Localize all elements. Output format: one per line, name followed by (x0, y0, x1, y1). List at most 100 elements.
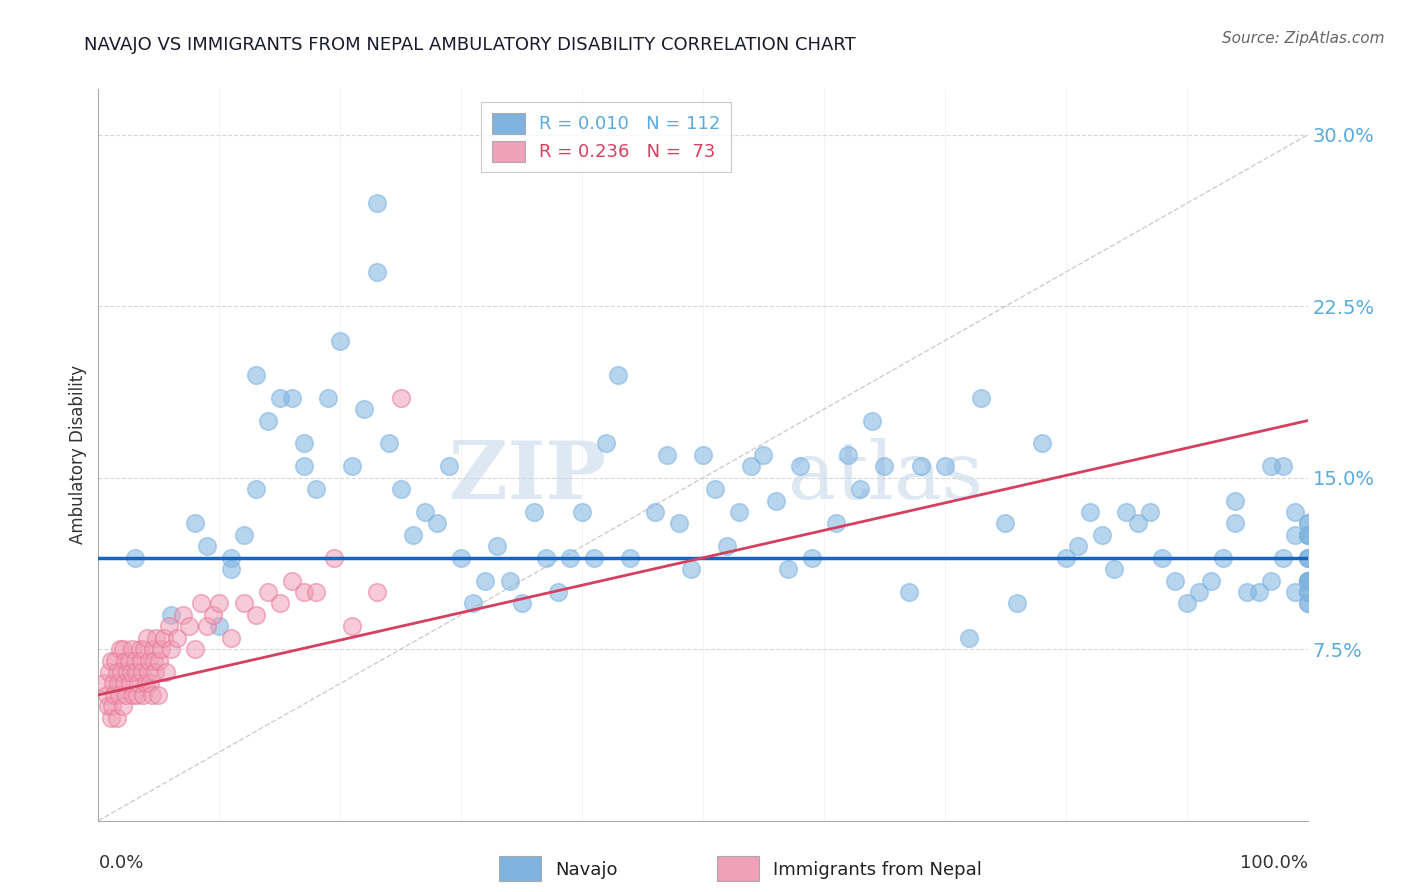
Point (150, 642, 173, 657)
Point (752, 448, 775, 462)
Point (1296, 574, 1319, 588)
Point (1102, 562, 1125, 576)
Point (120, 665, 142, 679)
Point (245, 482, 267, 496)
Point (463, 597, 485, 611)
Point (111, 642, 134, 657)
Point (98, 665, 121, 679)
Point (1296, 528, 1319, 542)
Point (366, 585, 388, 599)
Point (1284, 585, 1306, 599)
Point (607, 368, 630, 382)
Point (132, 688, 155, 702)
Point (135, 676, 157, 690)
Text: Immigrants from Nepal: Immigrants from Nepal (773, 861, 983, 879)
Point (1296, 516, 1319, 531)
Text: NAVAJO VS IMMIGRANTS FROM NEPAL AMBULATORY DISABILITY CORRELATION CHART: NAVAJO VS IMMIGRANTS FROM NEPAL AMBULATO… (84, 36, 856, 54)
Point (103, 688, 125, 702)
Point (100, 654, 122, 668)
Point (1296, 516, 1319, 531)
Point (426, 516, 449, 531)
Point (111, 699, 134, 714)
Point (619, 550, 641, 565)
Point (655, 448, 678, 462)
Point (143, 654, 166, 668)
Point (1296, 597, 1319, 611)
Point (245, 607, 267, 622)
Point (1272, 459, 1295, 474)
Point (789, 459, 811, 474)
Point (245, 368, 267, 382)
Point (143, 665, 166, 679)
Point (523, 505, 546, 519)
Point (994, 516, 1017, 531)
Point (679, 562, 702, 576)
Point (366, 265, 388, 279)
Point (934, 459, 956, 474)
Point (728, 505, 751, 519)
Point (121, 642, 143, 657)
Text: Source: ZipAtlas.com: Source: ZipAtlas.com (1222, 31, 1385, 46)
Text: 100.0%: 100.0% (1240, 854, 1308, 871)
Point (366, 196, 388, 211)
Point (316, 391, 339, 405)
Point (97, 699, 120, 714)
Point (1078, 505, 1101, 519)
Point (571, 505, 593, 519)
Point (305, 482, 328, 496)
Point (957, 631, 980, 645)
Point (1115, 505, 1137, 519)
Point (148, 654, 170, 668)
Point (129, 654, 152, 668)
Point (342, 459, 364, 474)
Point (377, 436, 399, 450)
Point (1199, 574, 1222, 588)
Point (1212, 550, 1234, 565)
Point (184, 642, 207, 657)
Point (437, 459, 460, 474)
Point (138, 654, 160, 668)
Point (342, 619, 364, 633)
Point (115, 688, 138, 702)
Point (402, 528, 425, 542)
Point (166, 631, 188, 645)
Point (1139, 505, 1161, 519)
Point (232, 597, 254, 611)
Point (1296, 574, 1319, 588)
Point (1260, 459, 1282, 474)
Point (644, 505, 666, 519)
Point (142, 642, 165, 657)
Point (558, 550, 581, 565)
Y-axis label: Ambulatory Disability: Ambulatory Disability (69, 366, 87, 544)
Point (124, 654, 146, 668)
Point (195, 539, 218, 553)
Point (100, 711, 122, 725)
Point (202, 607, 225, 622)
Point (1236, 585, 1258, 599)
Point (1296, 574, 1319, 588)
Point (1296, 528, 1319, 542)
Point (152, 631, 174, 645)
Point (970, 391, 993, 405)
Point (221, 562, 243, 576)
Point (704, 482, 727, 496)
Point (510, 597, 533, 611)
Point (1260, 574, 1282, 588)
Point (108, 688, 131, 702)
Point (118, 676, 141, 690)
Point (292, 585, 315, 599)
Point (117, 665, 139, 679)
Legend: R = 0.010   N = 112, R = 0.236   N =  73: R = 0.010 N = 112, R = 0.236 N = 73 (481, 102, 731, 172)
Point (281, 574, 304, 588)
Point (1296, 528, 1319, 542)
Point (692, 448, 714, 462)
Point (146, 688, 169, 702)
Point (269, 391, 291, 405)
Point (450, 550, 472, 565)
Point (498, 574, 520, 588)
Point (1223, 516, 1246, 531)
Point (1296, 574, 1319, 588)
Point (184, 516, 207, 531)
Point (595, 436, 617, 450)
Point (141, 688, 163, 702)
